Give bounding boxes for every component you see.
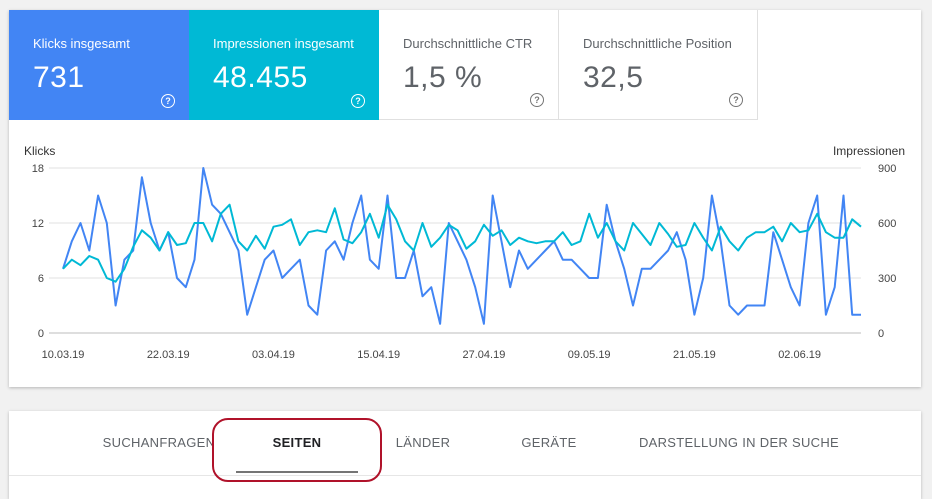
metric-label: Durchschnittliche CTR [403, 36, 533, 51]
performance-chart[interactable]: 0 0 6 300 12 600 18 900 10.03.19 22.03.19 03.04.19… [9, 10, 921, 387]
highlight-annotation [212, 418, 382, 482]
right-axis-title: Impressionen [832, 144, 905, 158]
metric-value: 731 [33, 61, 85, 94]
metric-average-position[interactable]: Durchschnittliche Position 32,5 ? [559, 10, 758, 120]
series-line-klicks [62, 167, 861, 325]
performance-card: Klicks insgesamt 731 ? Impressionen insg… [9, 10, 921, 387]
tab-geraete[interactable]: GERÄTE [521, 435, 577, 450]
x-tick-label: 09.05.19 [568, 349, 611, 361]
active-tab-indicator [236, 471, 358, 473]
metric-label: Klicks insgesamt [33, 36, 130, 51]
tab-seiten[interactable]: SEITEN [272, 435, 322, 450]
metric-label: Impressionen insgesamt [213, 36, 354, 51]
x-tick-label: 02.06.19 [778, 349, 821, 361]
x-tick-label: 21.05.19 [673, 349, 716, 361]
x-tick-label: 27.04.19 [463, 349, 506, 361]
help-icon[interactable]: ? [729, 93, 743, 107]
help-icon[interactable]: ? [530, 93, 544, 107]
tab-suchanfragen[interactable]: SUCHANFRAGEN [102, 435, 216, 450]
x-tick-label: 22.03.19 [147, 349, 190, 361]
left-tick-label: 0 [38, 328, 44, 340]
metric-value: 32,5 [583, 61, 644, 94]
x-tick-label: 15.04.19 [357, 349, 400, 361]
left-axis-title: Klicks [24, 144, 56, 158]
x-tick-label: 10.03.19 [42, 349, 85, 361]
help-icon[interactable]: ? [351, 94, 365, 108]
metric-value: 1,5 % [403, 61, 483, 94]
tab-darstellung-in-der-suche[interactable]: DARSTELLUNG IN DER SUCHE [638, 435, 840, 450]
left-tick-label: 12 [32, 218, 44, 230]
x-tick-label: 03.04.19 [252, 349, 295, 361]
metric-value: 48.455 [213, 61, 308, 94]
metric-average-ctr[interactable]: Durchschnittliche CTR 1,5 % ? [379, 10, 559, 120]
metric-label: Durchschnittliche Position [583, 36, 732, 51]
tabs-divider [9, 475, 921, 476]
left-tick-label: 18 [32, 163, 44, 175]
right-tick-label: 600 [878, 218, 896, 230]
help-icon[interactable]: ? [161, 94, 175, 108]
right-tick-label: 300 [878, 273, 896, 285]
series-line-impressionen [62, 203, 862, 283]
metric-total-impressions[interactable]: Impressionen insgesamt 48.455 ? [189, 10, 379, 120]
report-tabs: SUCHANFRAGEN SEITEN LÄNDER GERÄTE DARSTE… [9, 411, 921, 499]
metric-total-clicks[interactable]: Klicks insgesamt 731 ? [9, 10, 189, 120]
tab-laender[interactable]: LÄNDER [395, 435, 451, 450]
left-tick-label: 6 [38, 273, 44, 285]
right-tick-label: 0 [878, 328, 884, 340]
right-tick-label: 900 [878, 163, 896, 175]
